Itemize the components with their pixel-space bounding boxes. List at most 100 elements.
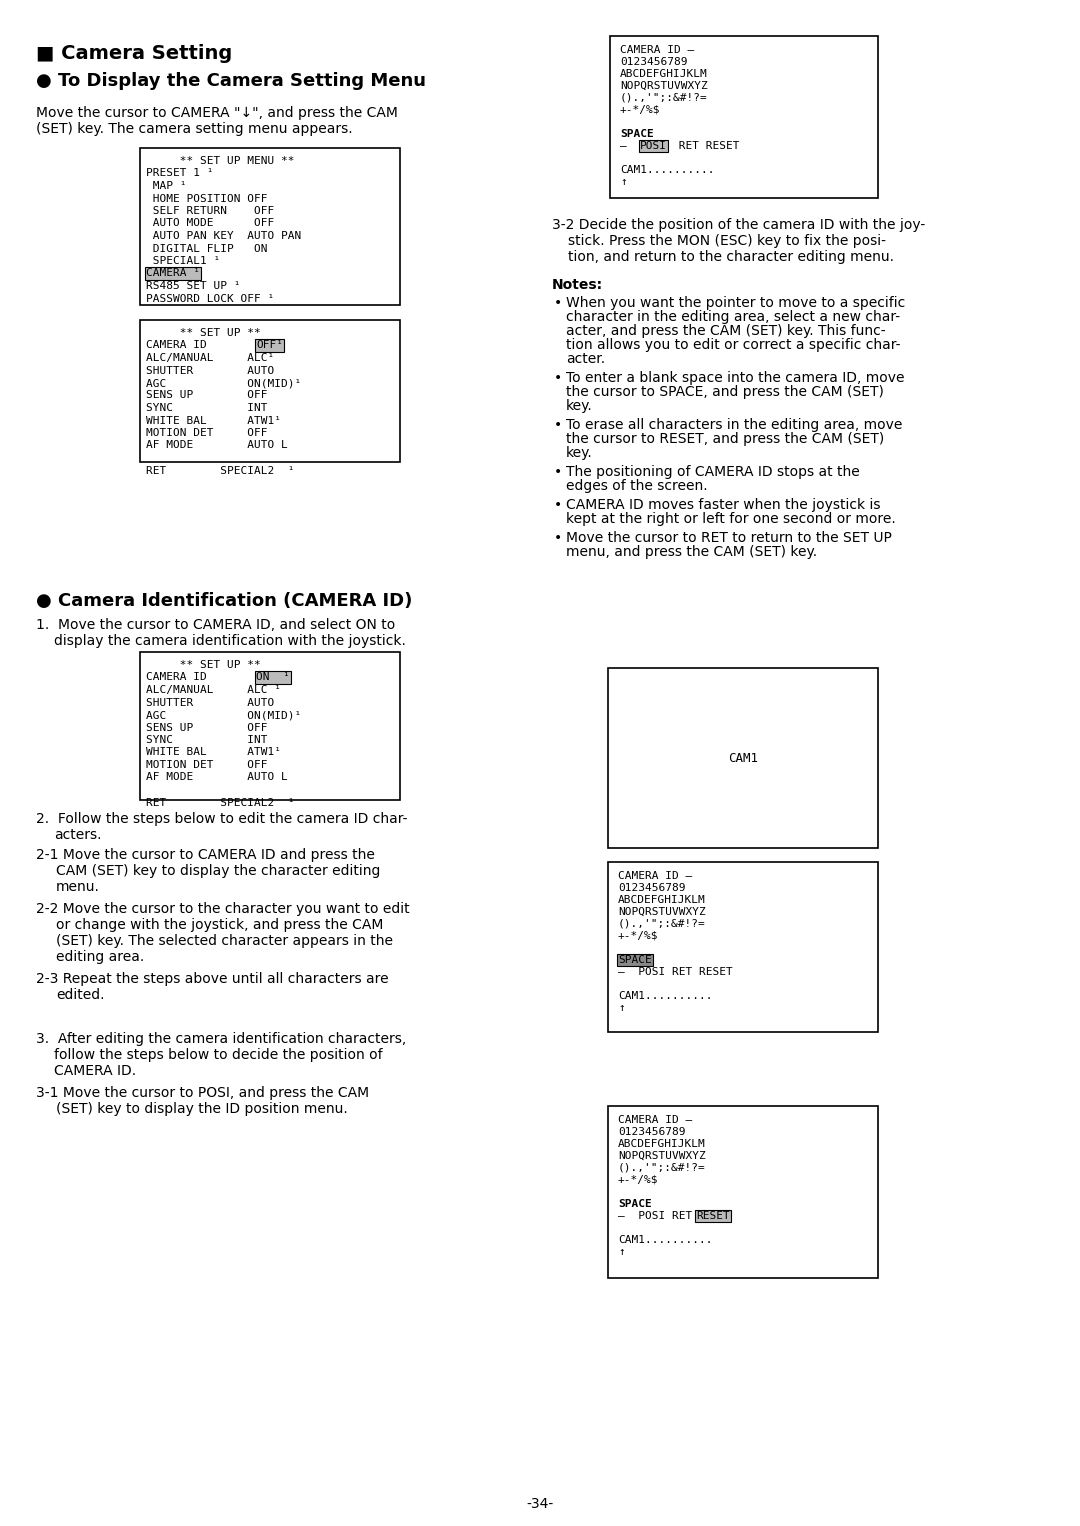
Text: ABCDEFGHIJKLM: ABCDEFGHIJKLM — [618, 1138, 705, 1149]
Bar — [140, 148, 400, 305]
Text: SYNC           INT: SYNC INT — [146, 403, 268, 414]
Text: CAM1..........: CAM1.......... — [618, 1235, 713, 1245]
Text: ABCDEFGHIJKLM: ABCDEFGHIJKLM — [620, 69, 707, 79]
Text: SPACE: SPACE — [618, 1199, 651, 1209]
Text: character in the editing area, select a new char-: character in the editing area, select a … — [566, 310, 900, 324]
Text: NOPQRSTUVWXYZ: NOPQRSTUVWXYZ — [618, 906, 705, 917]
Bar — [608, 1106, 878, 1277]
Text: SENS UP        OFF: SENS UP OFF — [146, 391, 268, 400]
Text: acter, and press the CAM (SET) key. This func-: acter, and press the CAM (SET) key. This… — [566, 324, 886, 337]
Text: tion, and return to the character editing menu.: tion, and return to the character editin… — [568, 250, 894, 264]
Text: HOME POSITION OFF: HOME POSITION OFF — [146, 194, 268, 203]
Text: Move the cursor to CAMERA "↓", and press the CAM: Move the cursor to CAMERA "↓", and press… — [36, 105, 397, 121]
Text: RET RESET: RET RESET — [672, 140, 740, 151]
Text: CAMERA ID —: CAMERA ID — — [618, 1116, 692, 1125]
Text: •: • — [554, 531, 563, 545]
Text: edges of the screen.: edges of the screen. — [566, 479, 707, 493]
Text: ■ Camera Setting: ■ Camera Setting — [36, 44, 232, 63]
Text: NOPQRSTUVWXYZ: NOPQRSTUVWXYZ — [620, 81, 707, 92]
Text: CAMERA ID moves faster when the joystick is: CAMERA ID moves faster when the joystick… — [566, 497, 880, 513]
Text: PASSWORD LOCK OFF ¹: PASSWORD LOCK OFF ¹ — [146, 293, 274, 304]
Text: 2-1 Move the cursor to CAMERA ID and press the: 2-1 Move the cursor to CAMERA ID and pre… — [36, 848, 375, 862]
Text: SPECIAL1 ¹: SPECIAL1 ¹ — [146, 256, 220, 266]
Bar — [140, 320, 400, 462]
Text: —  POSI RET: — POSI RET — [618, 1212, 699, 1221]
Text: follow the steps below to decide the position of: follow the steps below to decide the pos… — [54, 1048, 382, 1062]
Text: editing area.: editing area. — [56, 951, 145, 964]
Text: •: • — [554, 371, 563, 385]
Text: RET        SPECIAL2  ¹: RET SPECIAL2 ¹ — [146, 798, 295, 807]
Text: AGC            ON(MID)¹: AGC ON(MID)¹ — [146, 378, 301, 388]
Text: CAMERA ID —: CAMERA ID — — [620, 44, 694, 55]
Bar — [608, 862, 878, 1032]
Text: ↑: ↑ — [618, 1247, 624, 1257]
Text: or change with the joystick, and press the CAM: or change with the joystick, and press t… — [56, 919, 383, 932]
Text: ON  ¹: ON ¹ — [256, 673, 289, 682]
Text: SELF RETURN    OFF: SELF RETURN OFF — [146, 206, 274, 217]
Text: ABCDEFGHIJKLM: ABCDEFGHIJKLM — [618, 896, 705, 905]
Text: ● To Display the Camera Setting Menu: ● To Display the Camera Setting Menu — [36, 72, 426, 90]
Text: POSI: POSI — [640, 140, 667, 151]
Text: acter.: acter. — [566, 353, 605, 366]
Text: —  POSI RET RESET: — POSI RET RESET — [618, 967, 732, 977]
Text: 0123456789: 0123456789 — [618, 884, 686, 893]
Text: RESET: RESET — [696, 1212, 730, 1221]
Text: MOTION DET     OFF: MOTION DET OFF — [146, 427, 268, 438]
Text: MAP ¹: MAP ¹ — [146, 182, 187, 191]
Text: SPACE: SPACE — [620, 130, 653, 139]
Text: CAMERA ID.: CAMERA ID. — [54, 1064, 136, 1077]
Text: ().,'";:&#!?=: ().,'";:&#!?= — [620, 93, 707, 102]
Text: To erase all characters in the editing area, move: To erase all characters in the editing a… — [566, 418, 903, 432]
Text: edited.: edited. — [56, 987, 105, 1003]
Text: ** SET UP **: ** SET UP ** — [146, 661, 260, 670]
Text: AGC            ON(MID)¹: AGC ON(MID)¹ — [146, 710, 301, 720]
Text: When you want the pointer to move to a specific: When you want the pointer to move to a s… — [566, 296, 905, 310]
Text: ().,'";:&#!?=: ().,'";:&#!?= — [618, 919, 705, 929]
Bar — [610, 37, 878, 198]
Text: WHITE BAL      ATW1¹: WHITE BAL ATW1¹ — [146, 415, 281, 426]
Text: key.: key. — [566, 446, 593, 459]
Text: 0123456789: 0123456789 — [620, 56, 688, 67]
Text: (SET) key. The camera setting menu appears.: (SET) key. The camera setting menu appea… — [36, 122, 353, 136]
Text: 1.  Move the cursor to CAMERA ID, and select ON to: 1. Move the cursor to CAMERA ID, and sel… — [36, 618, 395, 632]
Text: acters.: acters. — [54, 829, 102, 842]
Text: •: • — [554, 497, 563, 513]
Text: 0123456789: 0123456789 — [618, 1128, 686, 1137]
Text: ** SET UP **: ** SET UP ** — [146, 328, 260, 337]
Text: SPACE: SPACE — [618, 955, 651, 964]
Text: display the camera identification with the joystick.: display the camera identification with t… — [54, 633, 406, 649]
Text: SHUTTER        AUTO: SHUTTER AUTO — [146, 366, 274, 375]
Text: CAMERA ID —: CAMERA ID — — [618, 871, 692, 881]
Text: ** SET UP MENU **: ** SET UP MENU ** — [146, 156, 295, 166]
Text: CAM1: CAM1 — [728, 752, 758, 765]
Text: RS485 SET UP ¹: RS485 SET UP ¹ — [146, 281, 241, 291]
Text: SYNC           INT: SYNC INT — [146, 736, 268, 745]
Text: CAM1..........: CAM1.......... — [620, 165, 715, 175]
Text: 2.  Follow the steps below to edit the camera ID char-: 2. Follow the steps below to edit the ca… — [36, 812, 407, 826]
Text: +-*/%$: +-*/%$ — [618, 931, 659, 942]
Text: ↑: ↑ — [618, 1003, 624, 1013]
Text: AUTO PAN KEY  AUTO PAN: AUTO PAN KEY AUTO PAN — [146, 230, 301, 241]
Text: 2-3 Repeat the steps above until all characters are: 2-3 Repeat the steps above until all cha… — [36, 972, 389, 986]
Text: CAMERA ID: CAMERA ID — [146, 340, 247, 351]
Text: 3-1 Move the cursor to POSI, and press the CAM: 3-1 Move the cursor to POSI, and press t… — [36, 1087, 369, 1100]
Text: NOPQRSTUVWXYZ: NOPQRSTUVWXYZ — [618, 1151, 705, 1161]
Text: kept at the right or left for one second or more.: kept at the right or left for one second… — [566, 513, 895, 526]
Text: -34-: -34- — [526, 1497, 554, 1511]
Text: WHITE BAL      ATW1¹: WHITE BAL ATW1¹ — [146, 748, 281, 757]
Text: +-*/%$: +-*/%$ — [620, 105, 661, 114]
Text: menu.: menu. — [56, 881, 99, 894]
Text: menu, and press the CAM (SET) key.: menu, and press the CAM (SET) key. — [566, 545, 818, 559]
Text: CAM1..........: CAM1.......... — [618, 990, 713, 1001]
Bar — [140, 652, 400, 800]
Text: •: • — [554, 418, 563, 432]
Text: AF MODE        AUTO L: AF MODE AUTO L — [146, 441, 287, 450]
Text: MOTION DET     OFF: MOTION DET OFF — [146, 760, 268, 771]
Text: SHUTTER        AUTO: SHUTTER AUTO — [146, 697, 274, 708]
Text: The positioning of CAMERA ID stops at the: The positioning of CAMERA ID stops at th… — [566, 465, 860, 479]
Text: •: • — [554, 296, 563, 310]
Text: RET        SPECIAL2  ¹: RET SPECIAL2 ¹ — [146, 465, 295, 476]
Text: tion allows you to edit or correct a specific char-: tion allows you to edit or correct a spe… — [566, 337, 901, 353]
Text: (SET) key to display the ID position menu.: (SET) key to display the ID position men… — [56, 1102, 348, 1116]
Text: stick. Press the MON (ESC) key to fix the posi-: stick. Press the MON (ESC) key to fix th… — [568, 233, 886, 249]
